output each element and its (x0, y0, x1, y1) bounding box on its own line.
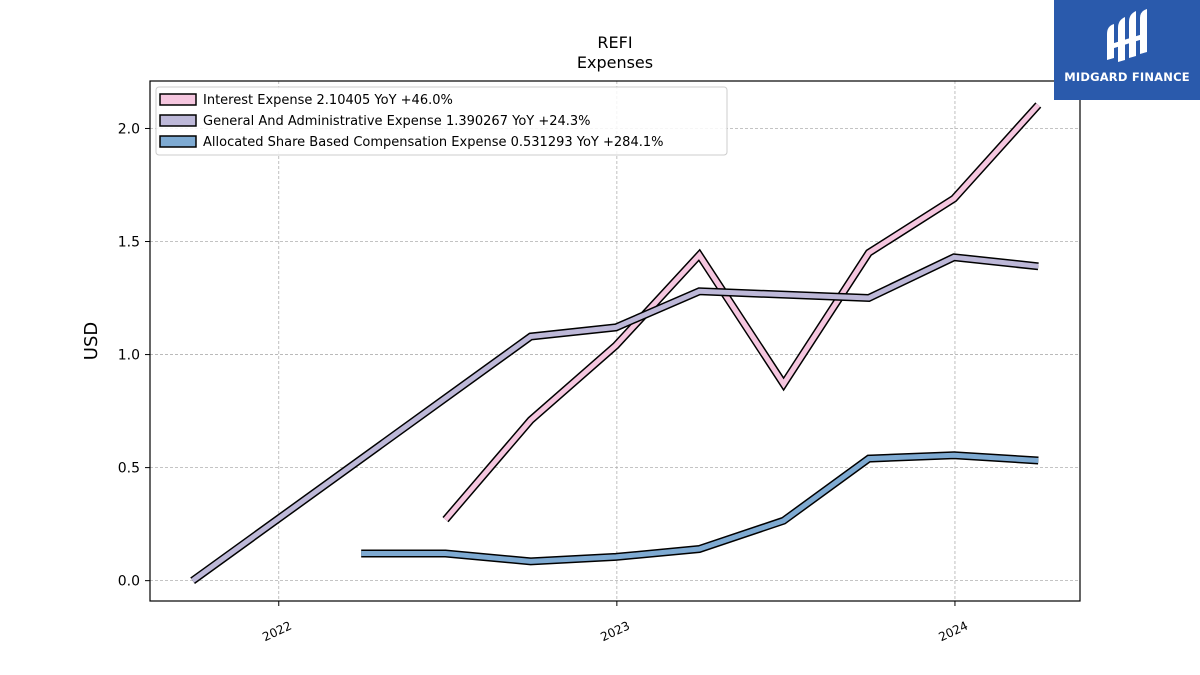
legend-box (155, 86, 728, 156)
y-tick-label: 0.5 (118, 461, 140, 477)
y-tick-label: 1.5 (118, 235, 140, 251)
x-tick-label: 2024 (936, 619, 970, 645)
midgard-logo-icon (1107, 9, 1147, 62)
x-tick-label: 2022 (260, 619, 294, 645)
legend-swatch (159, 93, 197, 106)
y-tick-label: 0.0 (118, 574, 140, 590)
series-2 (361, 451, 1039, 566)
series-0 (442, 102, 1042, 523)
series-1 (190, 253, 1039, 584)
legend-swatch (159, 114, 197, 127)
y-tick-label: 1.0 (118, 348, 140, 364)
brand-logo: MIDGARD FINANCE (1054, 0, 1200, 100)
legend-swatch (159, 135, 197, 148)
chart-title: REFI (597, 33, 632, 52)
legend-label: Interest Expense 2.10405 YoY +46.0% (203, 93, 453, 108)
series-line (191, 254, 1039, 583)
legend-label: Allocated Share Based Compensation Expen… (203, 135, 663, 150)
y-tick-label: 2.0 (118, 121, 140, 137)
brand-name: MIDGARD FINANCE (1064, 70, 1190, 84)
legend-label: General And Administrative Expense 1.390… (203, 114, 591, 129)
plot-area-frame (149, 80, 1081, 602)
series-line-outline (361, 451, 1039, 566)
series-lines (190, 102, 1042, 584)
x-tick-label: 2023 (598, 619, 632, 645)
legend: Interest Expense 2.10405 YoY +46.0% Gener… (155, 86, 728, 156)
series-line-outline (190, 253, 1039, 584)
y-axis-label: USD (81, 322, 102, 360)
chart-subtitle: Expenses (577, 53, 653, 72)
axis-ticks: 0.0 0.5 1.0 1.5 2.0 2022 2023 2024 (118, 121, 970, 644)
series-line (443, 103, 1041, 522)
